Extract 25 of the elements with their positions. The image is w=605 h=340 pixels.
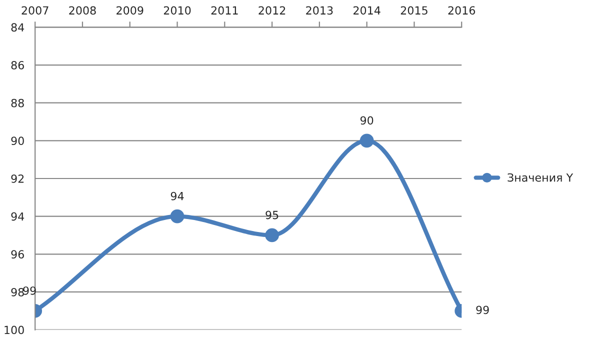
x-tick-label: 2009 [116,6,144,15]
y-tick-label: 92 [11,174,24,183]
x-tick-label: 2007 [22,6,48,15]
y-tick-label: 100 [4,326,24,334]
x-tick-label: 2014 [354,6,380,15]
data-label: 94 [170,192,184,200]
point [265,228,279,242]
x-tick-label: 2010 [164,6,191,15]
x-tick-label: 2013 [306,6,333,15]
y-tick-label: 98 [11,288,24,296]
point [170,209,184,224]
data-label: 99 [476,306,489,314]
x-tick-label: 2012 [258,6,286,15]
x-tick-label: 2011 [211,6,238,15]
y-tick-label: 88 [11,98,24,108]
y-tick-label: 90 [11,136,24,146]
data-label: 90 [360,116,374,125]
y-tick-label: 84 [11,23,24,32]
y-tick-label: 94 [11,212,24,221]
x-tick-label: 2015 [400,6,428,15]
y-tick-label: 86 [11,61,24,70]
legend-label: Значения Y [508,173,574,182]
x-tick-label: 2008 [69,6,96,15]
x-tick-label: 2016 [448,6,476,15]
y-tick-label: 96 [11,250,24,259]
